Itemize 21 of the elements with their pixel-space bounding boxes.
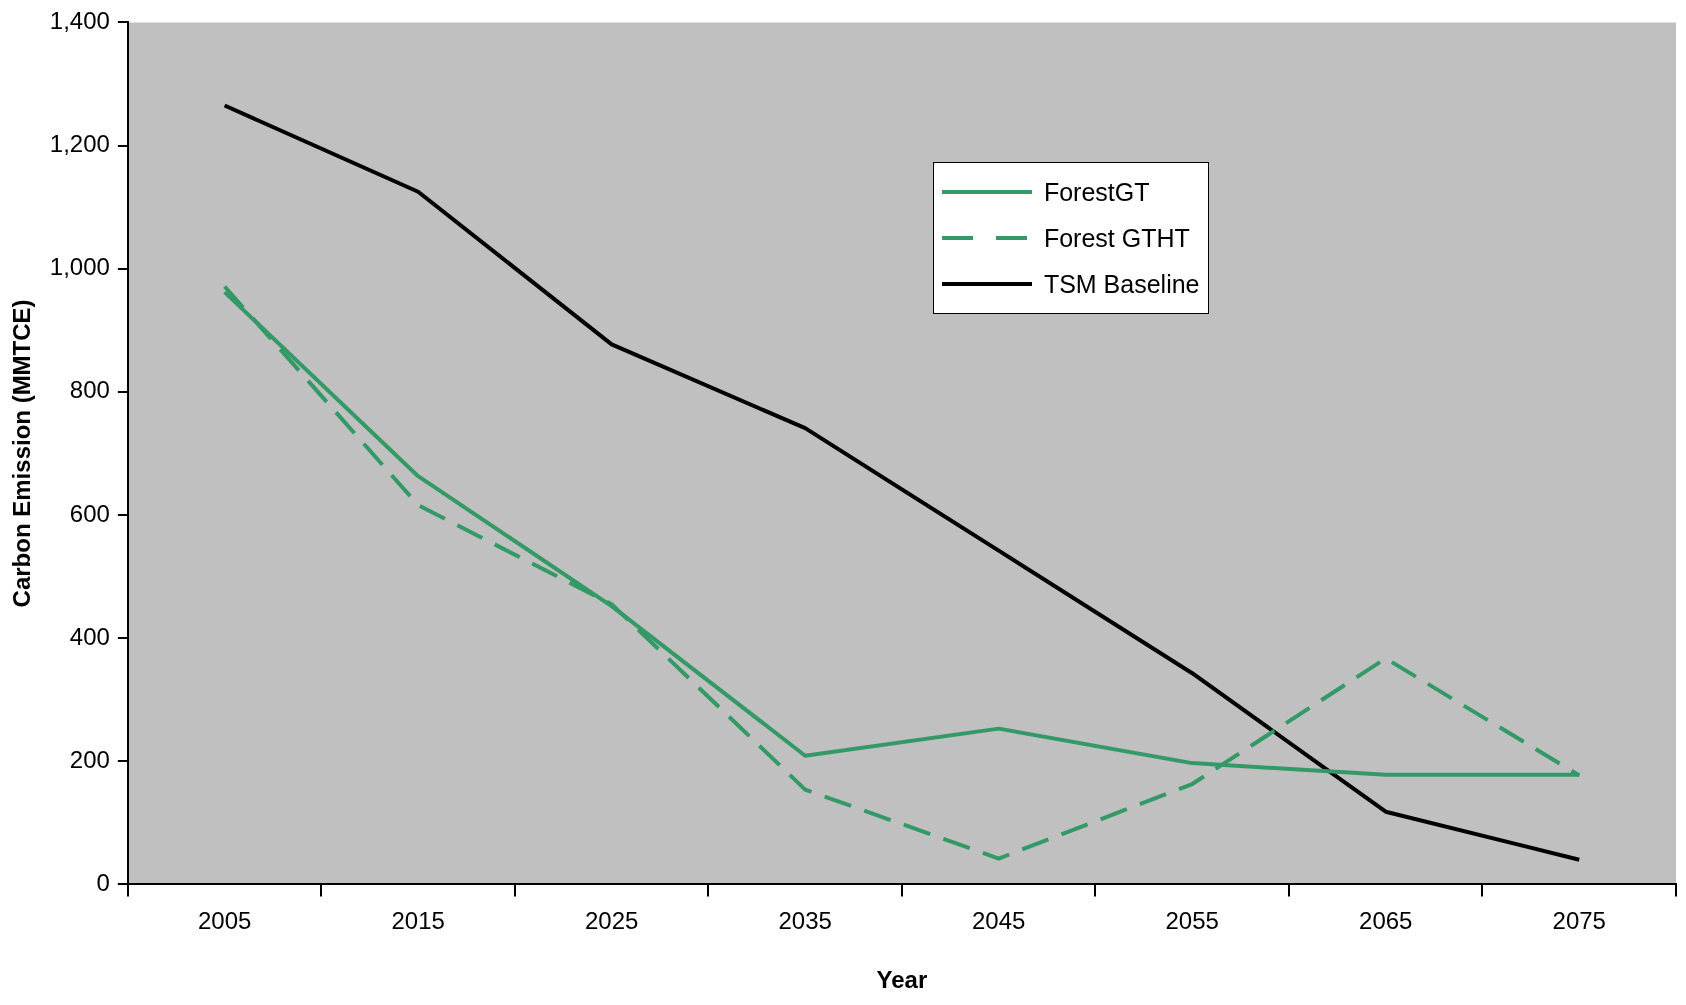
y-tick-label: 1,400 <box>49 7 110 35</box>
y-tick-label: 1,000 <box>49 253 110 281</box>
x-tick-label: 2025 <box>584 907 639 935</box>
y-axis-title: Carbon Emission (MMTCE) <box>8 299 36 608</box>
x-tick-label: 2055 <box>1165 907 1219 935</box>
legend-label: TSM Baseline <box>1043 269 1200 299</box>
x-tick-label: 2045 <box>971 907 1026 935</box>
y-tick-label: 1,200 <box>49 130 110 158</box>
y-tick-label: 0 <box>96 869 110 897</box>
y-tick-label: 600 <box>69 499 110 527</box>
x-tick-label: 2005 <box>197 907 252 935</box>
x-tick-label: 2065 <box>1359 907 1413 935</box>
y-tick-label: 200 <box>69 745 110 773</box>
x-axis-title: Year <box>876 966 928 994</box>
legend-label: ForestGT <box>1043 177 1150 207</box>
x-tick-label: 2035 <box>778 907 832 935</box>
x-tick-label: 2075 <box>1552 907 1606 935</box>
x-tick-label: 2015 <box>391 907 445 935</box>
y-tick-label: 800 <box>69 376 110 404</box>
legend-label: Forest GTHT <box>1043 223 1190 253</box>
y-tick-label: 400 <box>69 622 110 650</box>
